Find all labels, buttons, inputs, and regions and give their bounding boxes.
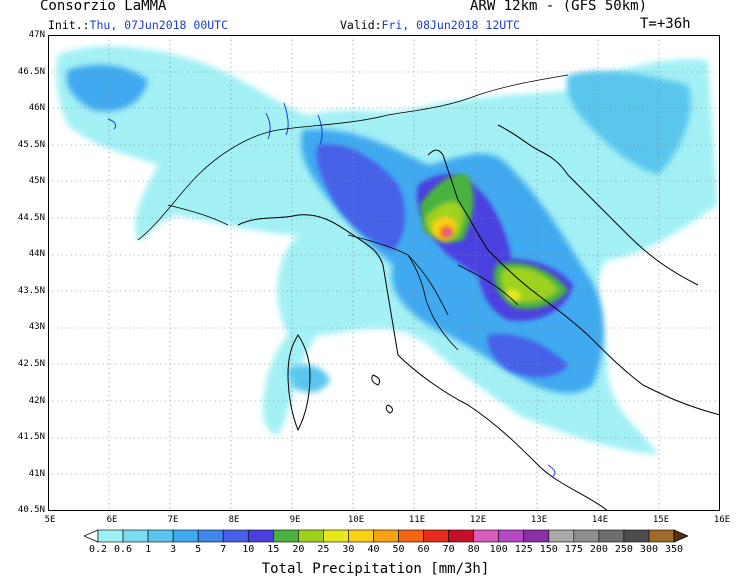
colorbar-tick-label: 60 xyxy=(417,544,430,555)
lon-label: 8E xyxy=(228,515,240,525)
lat-label: 44N xyxy=(28,249,45,259)
colorbar-swatch xyxy=(573,529,600,543)
lon-label: 16E xyxy=(713,515,731,525)
lat-label: 43.5N xyxy=(17,286,45,296)
colorbar-swatch xyxy=(222,529,249,543)
colorbar-tick-label: 100 xyxy=(489,544,508,555)
precipitation-map xyxy=(48,35,720,511)
colorbar-tick-label: 30 xyxy=(342,544,355,555)
colorbar-tick-label: 70 xyxy=(442,544,455,555)
colorbar-swatch xyxy=(473,529,499,543)
colorbar-swatch xyxy=(423,529,449,543)
lon-label: 7E xyxy=(167,515,179,525)
init-value: Thu, 07Jun2018 00UTC xyxy=(89,18,229,32)
valid-label: Valid: xyxy=(340,18,382,32)
init-label: Init.: xyxy=(48,18,90,32)
colorbar-tick-label: 80 xyxy=(467,544,480,555)
colorbar-tick-label: 25 xyxy=(317,544,330,555)
lon-label: 14E xyxy=(591,515,609,525)
lon-label: 10E xyxy=(347,515,365,525)
colorbar-swatch xyxy=(298,529,324,543)
lat-label: 41.5N xyxy=(17,432,45,442)
colorbar-swatch xyxy=(172,529,199,543)
coastlines xyxy=(237,124,720,511)
colorbar-tick-label: 0.2 xyxy=(88,544,108,555)
lat-label: 42N xyxy=(28,396,45,406)
colorbar-tick-label: 10 xyxy=(242,544,255,555)
lead-time: T=+36h xyxy=(640,16,691,32)
colorbar-tick-label: 3 xyxy=(170,544,177,555)
colorbar xyxy=(84,529,688,543)
colorbar-swatch xyxy=(523,529,550,543)
map-frame xyxy=(48,35,720,511)
colorbar-swatch xyxy=(323,529,349,543)
valid-value: Fri, 08Jun2018 12UTC xyxy=(381,18,521,32)
lat-label: 46N xyxy=(28,103,45,113)
colorbar-tick-label: 50 xyxy=(392,544,405,555)
colorbar-swatch xyxy=(598,529,625,543)
lat-label: 47N xyxy=(28,30,45,40)
lon-label: 5E xyxy=(44,515,56,525)
lon-label: 15E xyxy=(652,515,670,525)
colorbar-swatch xyxy=(373,529,399,543)
colorbar-title: Total Precipitation [mm/3h] xyxy=(261,561,490,577)
colorbar-swatch xyxy=(122,529,149,543)
colorbar-swatch xyxy=(97,529,124,543)
lon-label: 6E xyxy=(106,515,118,525)
model-title: ARW 12km - (GFS 50km) xyxy=(470,0,648,14)
colorbar-swatch xyxy=(348,529,374,543)
lon-label: 12E xyxy=(469,515,487,525)
colorbar-swatch xyxy=(247,529,274,543)
colorbar-tick-label: 200 xyxy=(589,544,608,555)
colorbar-swatch xyxy=(623,529,650,543)
init-time: Init.:Thu, 07Jun2018 00UTC xyxy=(48,18,228,32)
lat-label: 43N xyxy=(28,322,45,332)
colorbar-tick-label: 40 xyxy=(367,544,380,555)
lon-label: 13E xyxy=(530,515,548,525)
colorbar-swatch xyxy=(548,529,575,543)
colorbar-tick-label: 1 xyxy=(145,544,152,555)
lat-label: 42.5N xyxy=(17,359,45,369)
colorbar-tick-label: 7 xyxy=(220,544,227,555)
lat-label: 41N xyxy=(28,469,45,479)
provider-title: Consorzio LaMMA xyxy=(40,0,167,14)
colorbar-swatch xyxy=(147,529,174,543)
lat-label: 45N xyxy=(28,176,45,186)
colorbar-swatch xyxy=(448,529,474,543)
country-borders xyxy=(137,74,569,351)
colorbar-tick-label: 350 xyxy=(664,544,684,555)
lat-label: 45.5N xyxy=(17,140,45,150)
colorbar-tick-label: 5 xyxy=(195,544,202,555)
lat-label: 46.5N xyxy=(17,67,45,77)
colorbar-swatch xyxy=(498,529,525,543)
colorbar-under-triangle xyxy=(84,529,99,543)
colorbar-tick-label: 250 xyxy=(614,544,633,555)
colorbar-over-triangle xyxy=(673,529,688,543)
colorbar-tick-label: 150 xyxy=(539,544,558,555)
colorbar-swatch xyxy=(197,529,224,543)
colorbar-tick-label: 15 xyxy=(267,544,280,555)
lat-label: 44.5N xyxy=(17,213,45,223)
colorbar-swatch xyxy=(648,529,675,543)
grid-lines xyxy=(48,35,720,511)
lakes xyxy=(107,102,556,478)
colorbar-swatch xyxy=(273,529,299,543)
colorbar-tick-label: 300 xyxy=(639,544,658,555)
lon-label: 9E xyxy=(289,515,301,525)
colorbar-tick-label: 125 xyxy=(514,544,533,555)
colorbar-tick-label: 175 xyxy=(564,544,583,555)
colorbar-tick-label: 0.6 xyxy=(114,544,133,555)
colorbar-tick-label: 20 xyxy=(292,544,305,555)
lat-label: 40.5N xyxy=(17,505,45,515)
lon-label: 11E xyxy=(408,515,426,525)
valid-time: Valid:Fri, 08Jun2018 12UTC xyxy=(340,18,520,32)
colorbar-swatch xyxy=(398,529,424,543)
